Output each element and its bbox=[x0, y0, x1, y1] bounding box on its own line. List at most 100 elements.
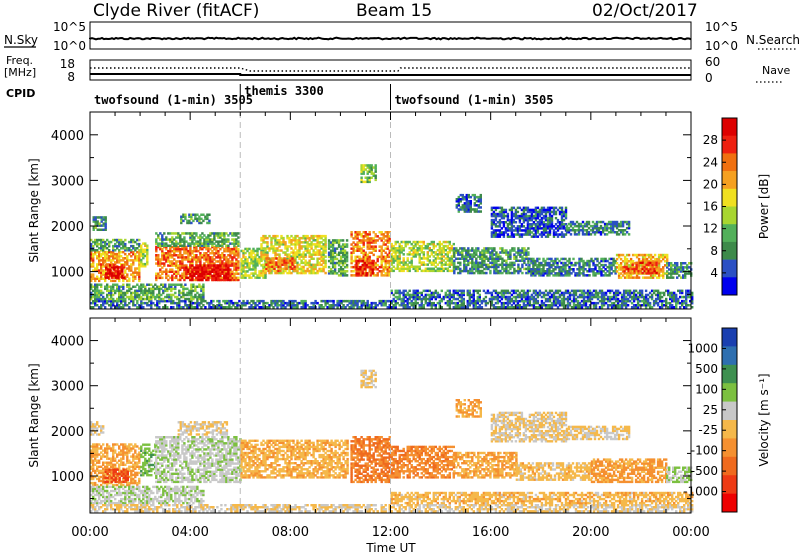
heatmap-cell bbox=[564, 270, 567, 273]
heatmap-cell bbox=[322, 245, 325, 248]
heatmap-cell bbox=[306, 251, 309, 254]
heatmap-cell bbox=[329, 253, 333, 257]
heatmap-cell bbox=[268, 234, 271, 238]
heatmap-cell bbox=[629, 266, 633, 269]
heatmap-cell bbox=[98, 250, 101, 254]
heatmap-cell bbox=[121, 276, 124, 279]
heatmap-cell bbox=[314, 245, 317, 248]
heatmap-cell bbox=[493, 263, 496, 267]
heatmap-cell bbox=[522, 229, 526, 232]
heatmap-cell bbox=[322, 247, 325, 250]
heatmap-cell bbox=[448, 304, 451, 307]
heatmap-cell bbox=[376, 263, 379, 267]
heatmap-cell bbox=[505, 251, 508, 254]
heatmap-cell bbox=[292, 255, 295, 258]
heatmap-cell bbox=[292, 236, 295, 240]
heatmap-cell bbox=[183, 236, 186, 239]
heatmap-cell bbox=[273, 263, 276, 266]
heatmap-cell bbox=[629, 267, 632, 271]
heatmap-cell bbox=[237, 247, 240, 251]
heatmap-cell bbox=[343, 272, 347, 275]
heatmap-cell bbox=[324, 304, 327, 307]
heatmap-cell bbox=[119, 266, 122, 269]
heatmap-cell bbox=[209, 266, 212, 269]
heatmap-cell bbox=[370, 247, 373, 250]
heatmap-cell bbox=[504, 227, 508, 230]
heatmap-cell bbox=[355, 261, 358, 265]
heatmap-cell bbox=[502, 212, 506, 216]
heatmap-cell bbox=[453, 251, 456, 254]
heatmap-cell bbox=[357, 272, 360, 275]
heatmap-cell bbox=[459, 206, 462, 209]
heatmap-cell bbox=[223, 258, 226, 261]
heatmap-cell bbox=[534, 223, 538, 226]
heatmap-cell bbox=[188, 299, 191, 303]
heatmap-cell bbox=[284, 251, 287, 254]
heatmap-cell bbox=[284, 243, 287, 246]
heatmap-cell bbox=[461, 193, 464, 197]
heatmap-cell bbox=[575, 220, 579, 224]
heatmap-cell bbox=[209, 234, 212, 237]
nsky-label: N.Sky bbox=[4, 33, 38, 47]
heatmap-cell bbox=[567, 226, 571, 230]
heatmap-cell bbox=[434, 259, 437, 262]
heatmap-cell bbox=[102, 304, 105, 307]
heatmap-cell bbox=[414, 299, 417, 303]
heatmap-cell bbox=[233, 247, 236, 251]
heatmap-cell bbox=[460, 306, 463, 309]
heatmap-cell bbox=[324, 301, 327, 305]
heatmap-cell bbox=[481, 265, 484, 269]
heatmap-cell bbox=[528, 210, 532, 214]
heatmap-cell bbox=[548, 221, 552, 224]
heatmap-cell bbox=[296, 265, 299, 269]
heatmap-cell bbox=[525, 257, 528, 260]
heatmap-cell bbox=[282, 304, 285, 307]
heatmap-cell bbox=[339, 265, 343, 269]
heatmap-cell bbox=[355, 259, 358, 263]
heatmap-cell bbox=[603, 222, 607, 226]
heatmap-cell bbox=[498, 299, 502, 303]
heatmap-cell bbox=[540, 261, 543, 265]
heatmap-cell bbox=[513, 267, 516, 271]
heatmap-cell bbox=[438, 269, 441, 273]
heatmap-cell bbox=[144, 265, 147, 268]
heatmap-cell bbox=[185, 276, 188, 280]
heatmap-cell bbox=[240, 270, 243, 273]
heatmap-cell bbox=[227, 240, 230, 243]
heatmap-cell bbox=[207, 234, 210, 237]
heatmap-cell bbox=[106, 255, 109, 258]
heatmap-cell bbox=[434, 251, 437, 254]
heatmap-cell bbox=[513, 269, 516, 273]
heatmap-cell bbox=[288, 269, 291, 273]
heatmap-cell bbox=[631, 270, 635, 273]
heatmap-cell bbox=[244, 266, 247, 269]
heatmap-cell bbox=[272, 306, 275, 309]
heatmap-cell bbox=[370, 168, 373, 171]
heatmap-cell bbox=[240, 274, 243, 277]
heatmap-cell bbox=[527, 247, 530, 250]
heatmap-cell bbox=[505, 265, 508, 269]
heatmap-cell bbox=[364, 180, 367, 184]
heatmap-cell bbox=[244, 270, 247, 273]
heatmap-cell bbox=[270, 243, 273, 246]
heatmap-cell bbox=[197, 272, 200, 275]
heatmap-cell bbox=[525, 253, 528, 256]
heatmap-cell bbox=[400, 240, 403, 244]
heatmap-cell bbox=[173, 247, 176, 251]
heatmap-cell bbox=[140, 254, 143, 258]
heatmap-cell bbox=[362, 231, 365, 234]
heatmap-cell bbox=[138, 304, 141, 307]
heatmap-cell bbox=[564, 210, 568, 214]
heatmap-cell bbox=[619, 266, 623, 269]
heatmap-cell bbox=[438, 244, 441, 248]
heatmap-cell bbox=[227, 266, 230, 269]
heatmap-cell bbox=[572, 268, 575, 271]
heatmap-cell bbox=[142, 301, 145, 305]
heatmap-cell bbox=[515, 269, 518, 273]
heatmap-cell bbox=[394, 247, 397, 250]
heatmap-cell bbox=[503, 267, 506, 271]
heatmap-cell bbox=[280, 234, 283, 238]
heatmap-cell bbox=[520, 233, 524, 236]
heatmap-cell bbox=[112, 301, 115, 305]
heatmap-cell bbox=[169, 264, 172, 267]
